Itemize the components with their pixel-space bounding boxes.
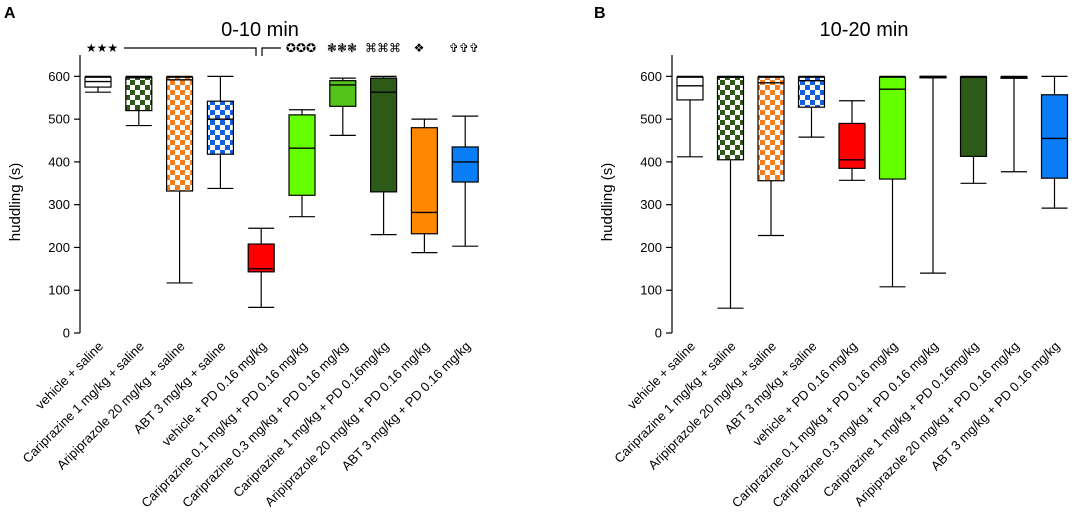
y-tick-label: 500 xyxy=(640,112,662,127)
panel-b-letter: B xyxy=(594,5,606,22)
y-tick-label: 200 xyxy=(640,240,662,255)
panel-a-ylabel: huddling (s) xyxy=(7,163,24,241)
panel-a-y-axis: 0 100 200 300 400 500 600 xyxy=(48,55,81,341)
panel-a-boxes xyxy=(84,75,479,308)
box-iqr xyxy=(797,76,826,108)
box-8 xyxy=(959,75,988,184)
box-7 xyxy=(329,77,357,137)
x-category-label: vehicle + saline xyxy=(624,339,698,413)
box-10 xyxy=(1040,75,1069,209)
y-tick-label: 400 xyxy=(640,154,662,169)
box-iqr xyxy=(878,76,907,180)
panel-b-y-axis: 0 100 200 300 400 500 600 xyxy=(640,55,673,341)
box-1 xyxy=(676,75,704,158)
y-tick-label: 0 xyxy=(63,326,70,341)
y-tick-label: 200 xyxy=(48,240,70,255)
panel-a-title: 0-10 min xyxy=(221,19,299,41)
box-iqr xyxy=(410,127,438,235)
y-tick-label: 600 xyxy=(48,69,70,84)
box-3 xyxy=(757,75,785,237)
box-iqr xyxy=(247,243,275,273)
box-iqr xyxy=(757,76,785,182)
sig-marker-2: ❃❃❃ xyxy=(327,41,357,55)
box-iqr xyxy=(125,76,153,112)
box-iqr xyxy=(1040,94,1069,179)
sig-marker-4: ❖ xyxy=(414,41,425,55)
panel-a: A 0-10 min huddling (s) 0 100 200 300 400 500… xyxy=(4,5,479,510)
box-10 xyxy=(451,115,479,247)
panel-b-boxes xyxy=(676,75,1069,309)
sig-marker-3: ⌘⌘⌘ xyxy=(365,41,401,55)
box-iqr xyxy=(451,146,479,183)
y-tick-label: 100 xyxy=(640,283,662,298)
box-iqr xyxy=(676,76,704,101)
y-tick-label: 500 xyxy=(48,112,70,127)
box-7 xyxy=(919,75,947,274)
panel-a-letter: A xyxy=(4,5,16,22)
box-9 xyxy=(1000,75,1028,173)
y-tick-label: 0 xyxy=(655,326,662,341)
box-1 xyxy=(84,75,112,93)
panel-b-title: 10-20 min xyxy=(820,19,909,41)
box-iqr xyxy=(166,76,194,192)
box-6 xyxy=(878,75,907,288)
box-5 xyxy=(838,100,866,181)
box-5 xyxy=(247,227,275,308)
box-4 xyxy=(797,75,826,138)
y-tick-label: 300 xyxy=(640,197,662,212)
panel-b: B 10-20 min huddling (s) 0 100 200 300 400 50… xyxy=(594,5,1069,511)
x-category-label: vehicle + saline xyxy=(32,339,106,413)
sig-marker-5: ✞✞✞ xyxy=(449,41,479,55)
y-tick-label: 400 xyxy=(48,154,70,169)
box-4 xyxy=(206,75,234,190)
sig-bracket xyxy=(124,47,281,56)
panel-a-significance: ★★★ ✪✪✪ ❃❃❃ ⌘⌘⌘ ❖ ✞✞✞ xyxy=(86,41,479,56)
y-tick-label: 300 xyxy=(48,197,70,212)
box-iqr xyxy=(716,76,745,161)
box-iqr xyxy=(206,100,234,155)
box-2 xyxy=(716,75,745,309)
sig-left-marker: ★★★ xyxy=(86,41,118,55)
panel-b-ylabel: huddling (s) xyxy=(599,163,616,241)
box-iqr xyxy=(370,77,398,193)
box-6 xyxy=(288,109,316,218)
box-iqr xyxy=(288,114,316,196)
y-tick-label: 100 xyxy=(48,283,70,298)
y-tick-label: 600 xyxy=(640,69,662,84)
box-2 xyxy=(125,75,153,127)
box-iqr xyxy=(959,76,988,157)
box-8 xyxy=(370,75,398,236)
box-9 xyxy=(410,118,438,254)
sig-marker-1: ✪✪✪ xyxy=(286,41,316,55)
box-3 xyxy=(166,75,194,284)
box-iqr xyxy=(838,122,866,169)
